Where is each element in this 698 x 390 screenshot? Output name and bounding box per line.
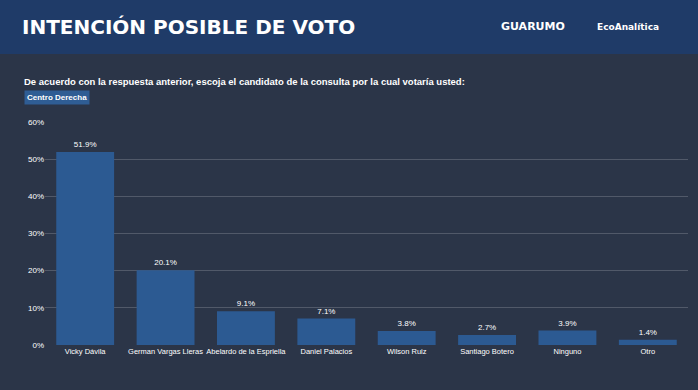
svg-text:De acuerdo con la respuesta an: De acuerdo con la respuesta anterior, es…: [24, 76, 465, 87]
svg-text:Otro: Otro: [641, 347, 656, 356]
svg-text:20.1%: 20.1%: [154, 258, 177, 267]
svg-text:Wilson Ruiz: Wilson Ruiz: [387, 347, 427, 356]
svg-text:EcoAnalítica: EcoAnalítica: [597, 22, 659, 32]
svg-text:Centro Derecha: Centro Derecha: [27, 93, 87, 102]
svg-text:40%: 40%: [28, 192, 44, 201]
svg-text:3.9%: 3.9%: [558, 319, 576, 328]
svg-text:30%: 30%: [28, 229, 44, 238]
svg-text:Vicky Dávila: Vicky Dávila: [65, 347, 107, 356]
svg-text:50%: 50%: [28, 155, 44, 164]
svg-text:9.1%: 9.1%: [237, 299, 255, 308]
svg-text:51.9%: 51.9%: [74, 140, 97, 149]
svg-text:Abelardo de la Espriella: Abelardo de la Espriella: [206, 347, 286, 356]
svg-text:Santiago Botero: Santiago Botero: [460, 347, 514, 356]
svg-text:INTENCIÓN POSIBLE DE VOTO: INTENCIÓN POSIBLE DE VOTO: [22, 15, 355, 39]
svg-text:60%: 60%: [28, 118, 44, 127]
svg-text:Daniel Palacios: Daniel Palacios: [300, 347, 352, 356]
svg-text:German Vargas Lleras: German Vargas Lleras: [128, 347, 203, 356]
svg-text:10%: 10%: [28, 304, 44, 313]
svg-text:GUARUMO: GUARUMO: [501, 20, 565, 33]
svg-text:3.8%: 3.8%: [398, 319, 416, 328]
svg-text:1.4%: 1.4%: [639, 328, 657, 337]
svg-text:20%: 20%: [28, 266, 44, 275]
svg-text:Ninguno: Ninguno: [553, 347, 581, 356]
svg-text:7.1%: 7.1%: [317, 307, 335, 316]
svg-text:2.7%: 2.7%: [478, 323, 496, 332]
svg-text:0%: 0%: [32, 341, 44, 350]
